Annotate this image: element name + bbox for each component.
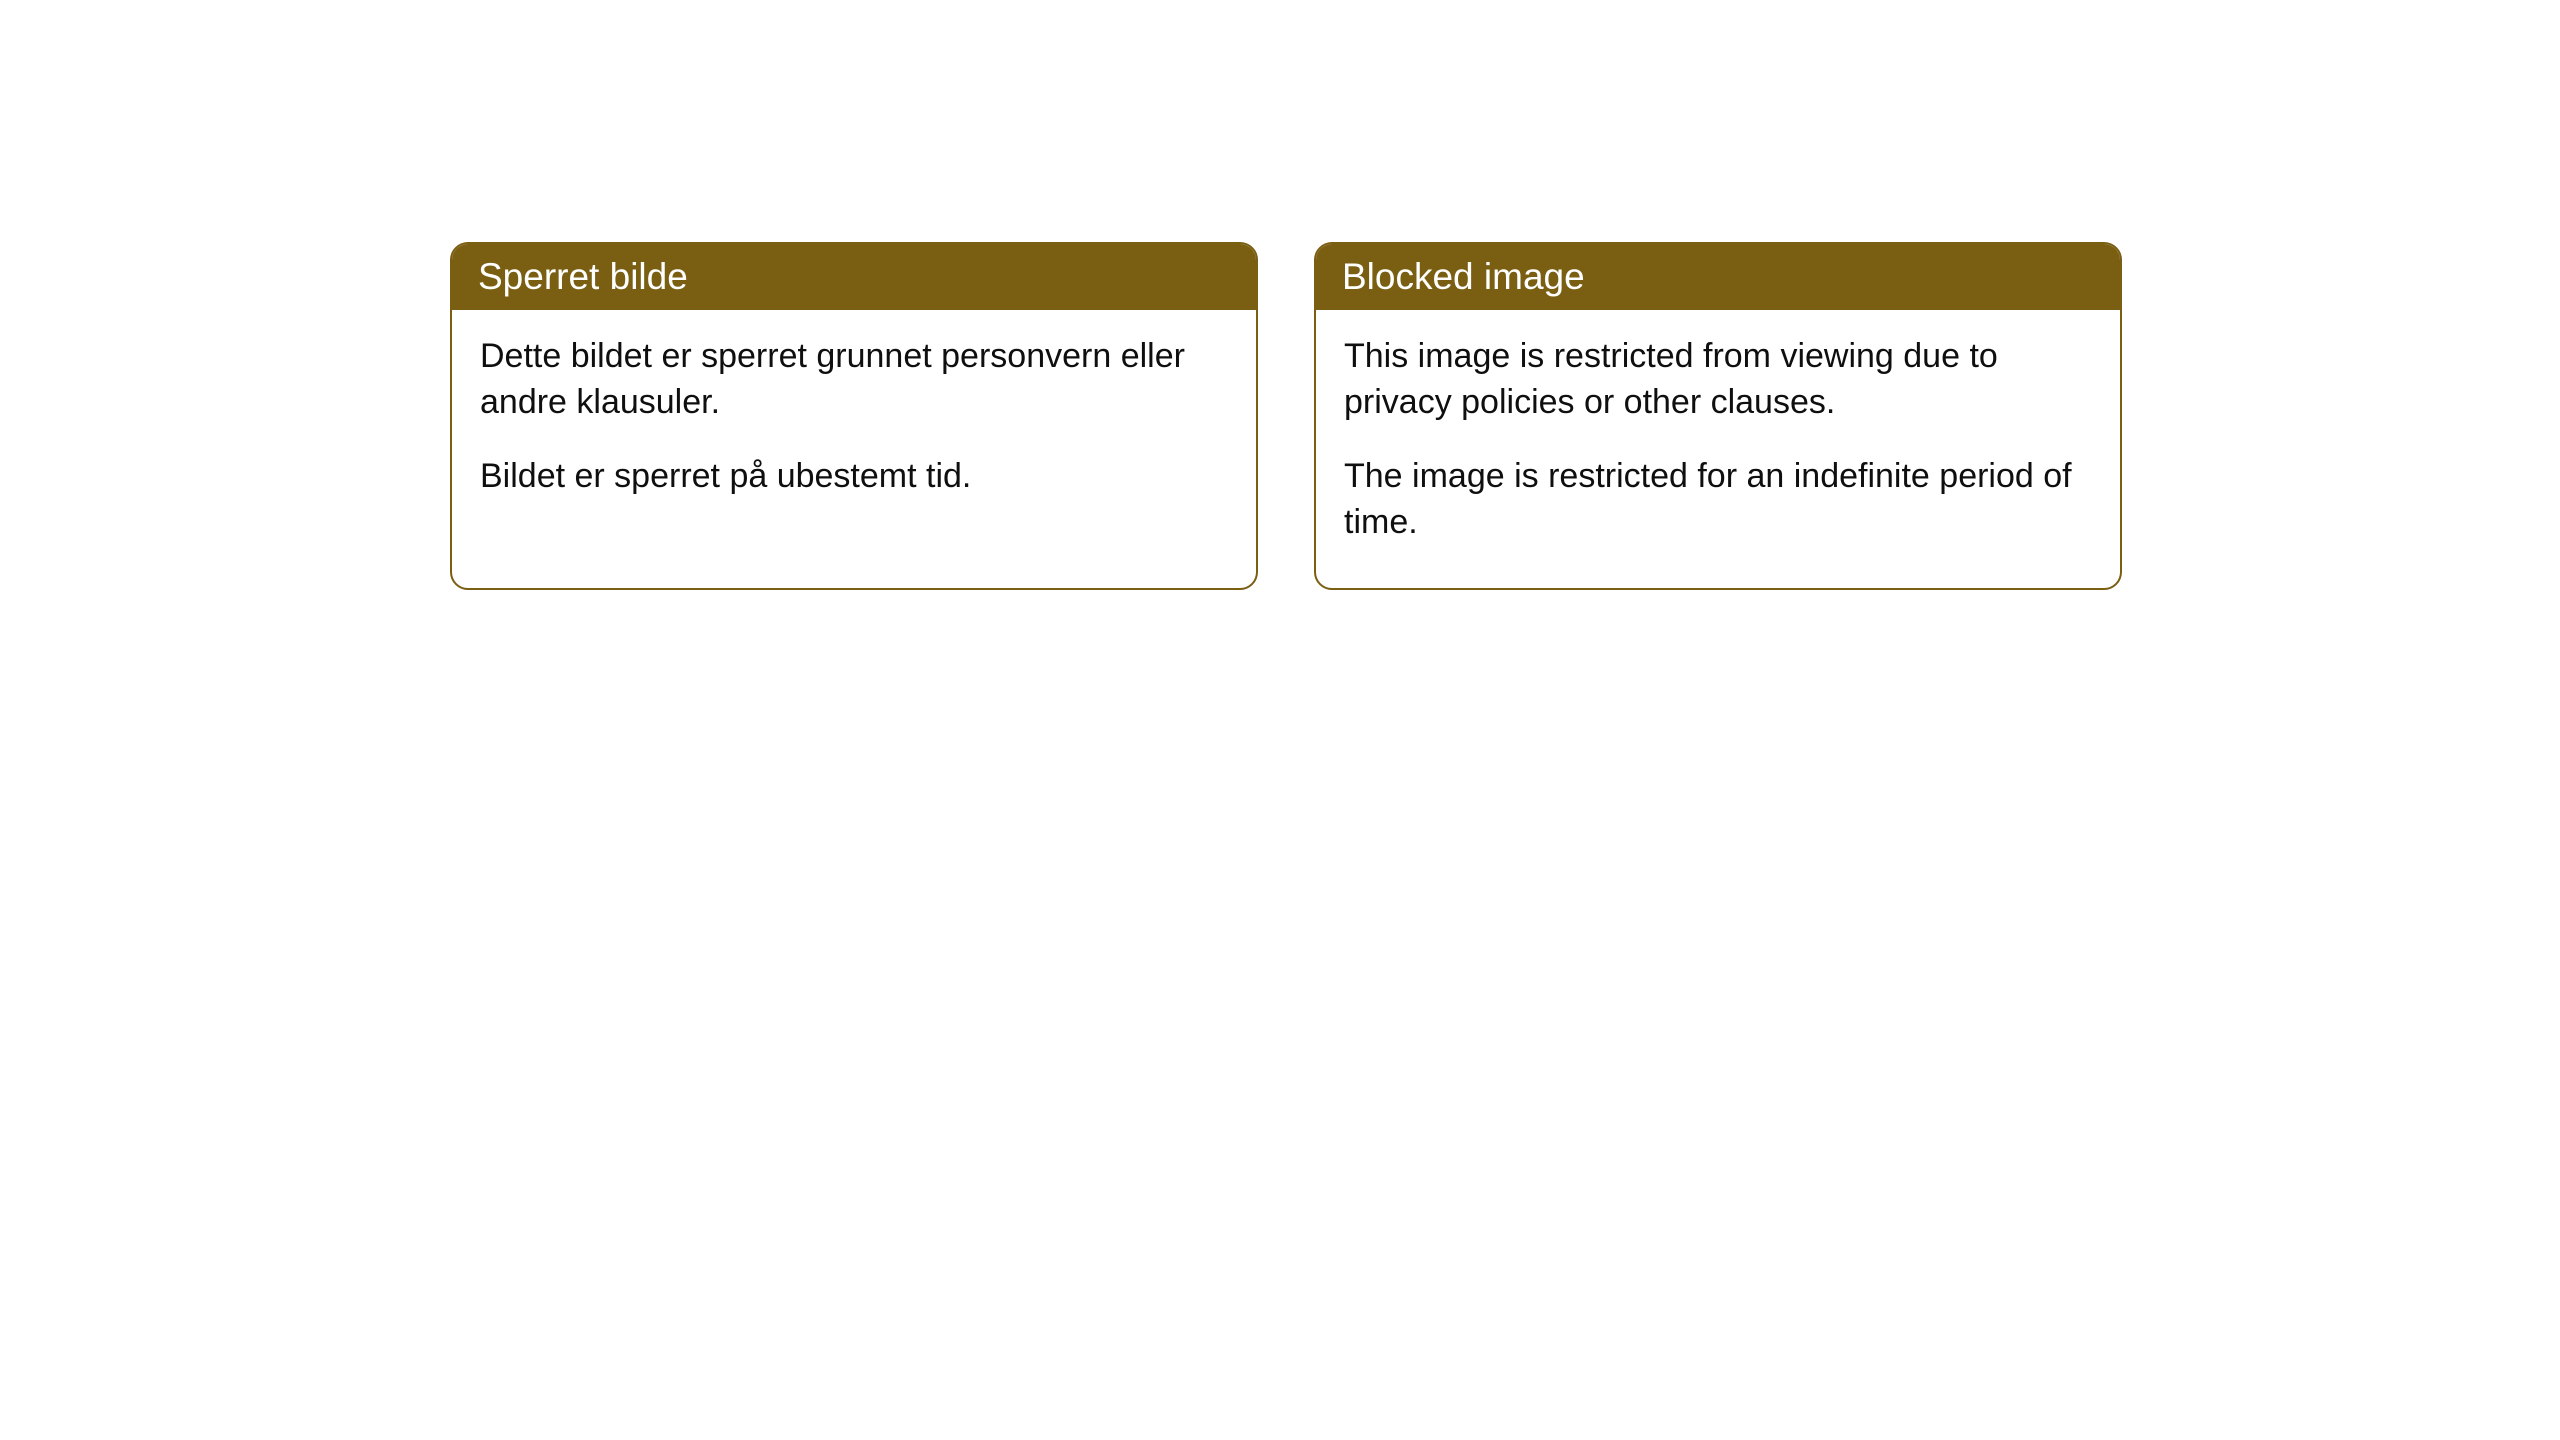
card-body-norwegian: Dette bildet er sperret grunnet personve… bbox=[452, 310, 1256, 542]
card-paragraph-norwegian-1: Dette bildet er sperret grunnet personve… bbox=[480, 334, 1228, 426]
notice-cards-container: Sperret bilde Dette bildet er sperret gr… bbox=[450, 242, 2122, 590]
card-paragraph-norwegian-2: Bildet er sperret på ubestemt tid. bbox=[480, 454, 1228, 500]
card-paragraph-english-2: The image is restricted for an indefinit… bbox=[1344, 454, 2092, 546]
card-title-english: Blocked image bbox=[1342, 256, 1585, 297]
card-header-english: Blocked image bbox=[1316, 244, 2120, 310]
card-paragraph-english-1: This image is restricted from viewing du… bbox=[1344, 334, 2092, 426]
notice-card-norwegian: Sperret bilde Dette bildet er sperret gr… bbox=[450, 242, 1258, 590]
notice-card-english: Blocked image This image is restricted f… bbox=[1314, 242, 2122, 590]
card-body-english: This image is restricted from viewing du… bbox=[1316, 310, 2120, 588]
card-title-norwegian: Sperret bilde bbox=[478, 256, 688, 297]
card-header-norwegian: Sperret bilde bbox=[452, 244, 1256, 310]
